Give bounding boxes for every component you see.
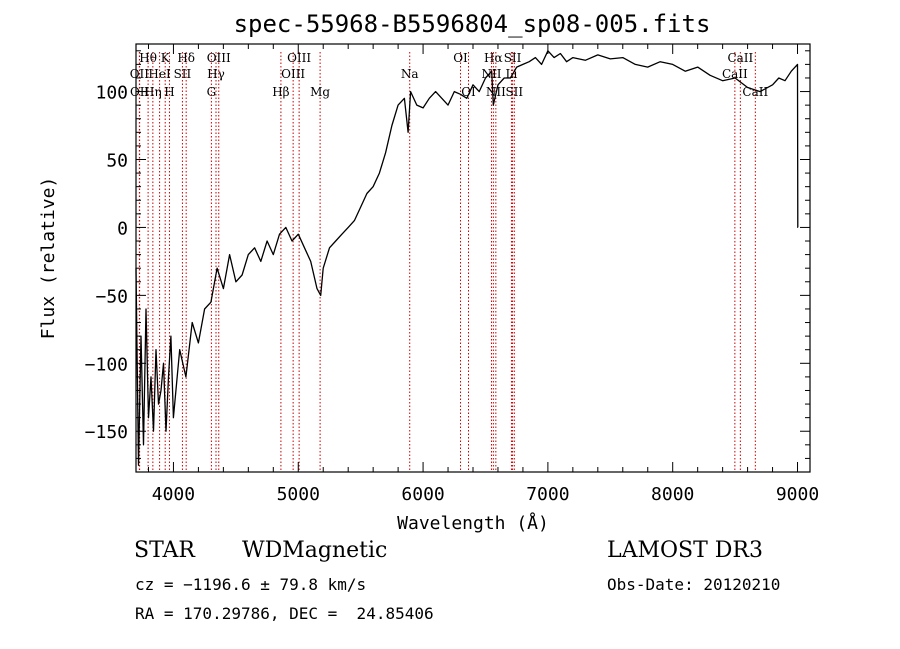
y-axis-ticks: −150 −100 −50 0 50 100 xyxy=(85,50,810,473)
spectral-line-label: Mg xyxy=(310,85,330,99)
object-class: STAR xyxy=(134,538,195,563)
y-axis-label: Flux (relative) xyxy=(38,177,59,340)
spectral-line-label: Li xyxy=(506,67,518,81)
x-tick-label: 6000 xyxy=(401,484,444,505)
spectral-line-label: Hη xyxy=(144,85,162,99)
y-tick-label: 0 xyxy=(117,218,128,239)
spectral-line-label: H xyxy=(164,85,174,99)
spectral-line-label: OIII xyxy=(207,51,231,65)
y-tick-label: 50 xyxy=(106,150,128,171)
spectral-line-label: Hγ xyxy=(207,67,225,81)
object-subclass: WDMagnetic xyxy=(242,538,388,563)
spectrum-line xyxy=(135,50,799,466)
spectral-line-label: CaII xyxy=(722,67,748,81)
spectral-line-label: Hθ xyxy=(139,51,157,65)
spectral-line-markers xyxy=(138,52,756,472)
x-axis-label: Wavelength (Å) xyxy=(397,512,549,534)
spectral-line-label: SII xyxy=(504,51,522,65)
observation-date: Obs-Date: 20120210 xyxy=(607,575,781,594)
x-tick-label: 9000 xyxy=(776,484,819,505)
x-tick-label: 5000 xyxy=(277,484,320,505)
x-axis-ticks: 4000 5000 6000 7000 8000 9000 xyxy=(147,44,819,505)
survey-name: LAMOST DR3 xyxy=(607,538,763,563)
plot-frame xyxy=(135,43,811,473)
spectral-line-label: HeI xyxy=(148,67,171,81)
spectral-line-label: SII xyxy=(174,67,192,81)
y-tick-label: 100 xyxy=(95,83,128,104)
spectral-line-label: OI xyxy=(453,51,468,65)
spectral-line-label: G xyxy=(207,85,217,99)
spectral-line-label: Hδ xyxy=(177,51,195,65)
x-tick-label: 7000 xyxy=(526,484,569,505)
redshift-cz: cz = −1196.6 ± 79.8 km/s xyxy=(135,575,367,594)
spectral-line-label: OIII xyxy=(287,51,311,65)
coordinates: RA = 170.29786, DEC = 24.85406 xyxy=(135,604,434,623)
spectral-line-label: OII xyxy=(130,67,150,81)
spectral-line-label: SII xyxy=(505,85,523,99)
spectral-line-label: Na xyxy=(401,67,419,81)
spectral-line-label: K xyxy=(161,51,171,65)
spectral-line-label: OIII xyxy=(281,67,305,81)
y-tick-label: −150 xyxy=(85,422,128,443)
spectral-line-label: CaII xyxy=(727,51,753,65)
spectral-line-label: Hβ xyxy=(272,85,289,99)
y-tick-label: −50 xyxy=(95,286,128,307)
spectral-line-label: Hα xyxy=(484,51,503,65)
y-tick-label: −100 xyxy=(85,354,128,375)
spectral-line-label: OI xyxy=(461,85,476,99)
chart-title: spec-55968-B5596804_sp08-005.fits xyxy=(234,10,711,38)
x-tick-label: 8000 xyxy=(651,484,694,505)
x-tick-label: 4000 xyxy=(152,484,195,505)
